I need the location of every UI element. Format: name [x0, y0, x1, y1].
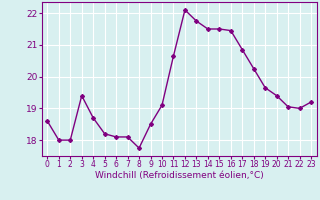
- X-axis label: Windchill (Refroidissement éolien,°C): Windchill (Refroidissement éolien,°C): [95, 171, 264, 180]
